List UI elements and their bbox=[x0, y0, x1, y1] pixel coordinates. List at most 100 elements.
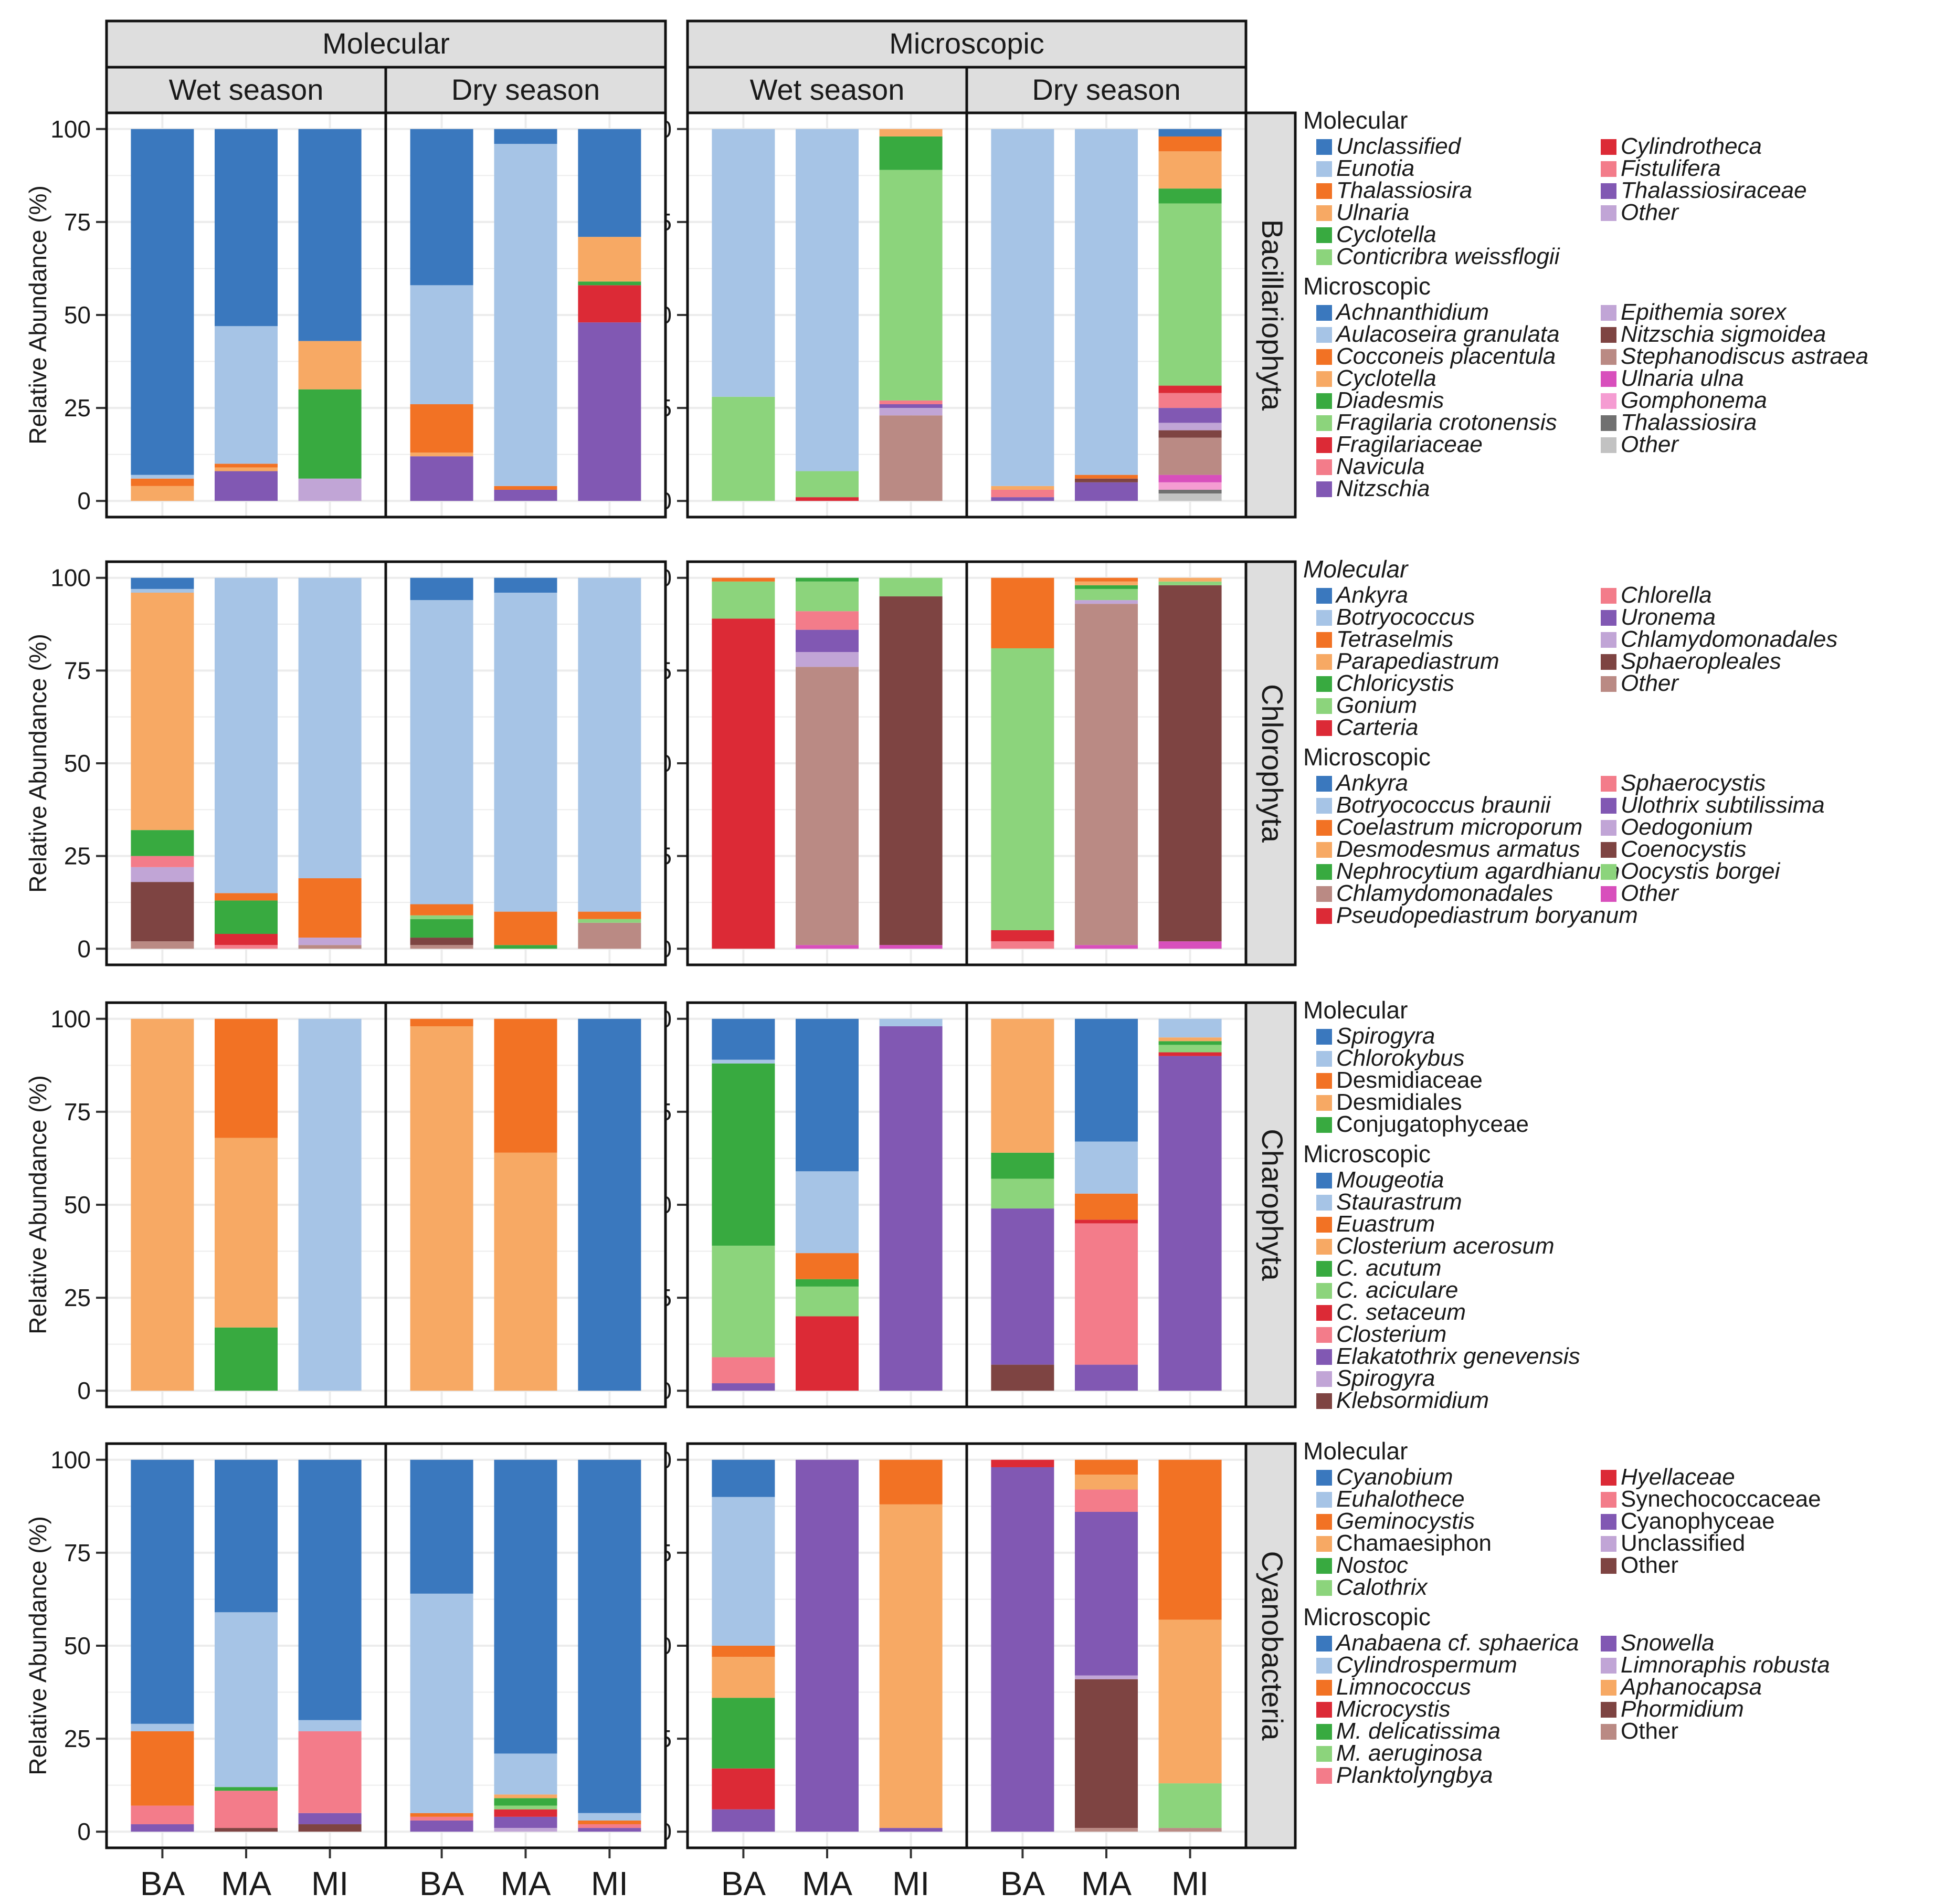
bar-ba bbox=[712, 1018, 775, 1391]
legend-swatch bbox=[1601, 183, 1616, 199]
legend-swatch bbox=[1601, 1680, 1616, 1696]
panel-bacillariophyta-molecular-wet bbox=[105, 111, 387, 519]
panel-chlorophyta-microscopic-dry bbox=[965, 560, 1248, 966]
bar-segment bbox=[1158, 1018, 1222, 1038]
bar-segment bbox=[410, 938, 473, 945]
legend-label: Euastrum bbox=[1336, 1211, 1435, 1237]
legend-item: Desmidiaceae bbox=[1316, 1067, 1483, 1093]
legend-item: Fragilaria crotonensis bbox=[1316, 409, 1557, 435]
legend-label: Desmidiaceae bbox=[1336, 1067, 1483, 1093]
legend-label: Oocystis borgei bbox=[1621, 858, 1780, 884]
x-tick-label: MI bbox=[591, 1865, 628, 1902]
bar-segment bbox=[991, 648, 1054, 930]
y-tick-label: 100 bbox=[50, 115, 91, 143]
bar-segment bbox=[410, 1459, 473, 1594]
x-tick-label: BA bbox=[419, 1865, 464, 1902]
legend-label: Chlorella bbox=[1621, 582, 1712, 608]
legend-item: Cylindrospermum bbox=[1316, 1652, 1517, 1678]
legend-label: Other bbox=[1621, 1718, 1678, 1744]
bar-segment bbox=[298, 1720, 362, 1731]
bar-segment bbox=[991, 1018, 1054, 1153]
bar-segment bbox=[796, 1018, 859, 1172]
bar-segment bbox=[1158, 1783, 1222, 1828]
bar-segment bbox=[1158, 203, 1222, 386]
legend-label: C. setaceum bbox=[1336, 1299, 1466, 1325]
method-strip-microscopic: Microscopic bbox=[686, 19, 1248, 69]
legend-label: Cocconeis placentula bbox=[1336, 343, 1556, 369]
legend-bacillariophyta: MolecularUnclassifiedEunotiaThalassiosir… bbox=[1303, 107, 1868, 501]
bar-ma bbox=[215, 129, 278, 501]
legend-swatch bbox=[1601, 1724, 1616, 1740]
bar-ba bbox=[131, 129, 194, 501]
bar-segment bbox=[578, 1813, 641, 1821]
season-strip-dry: Dry season bbox=[384, 66, 667, 114]
bar-segment bbox=[215, 893, 278, 901]
legend-swatch bbox=[1316, 1261, 1332, 1277]
legend-swatch bbox=[1316, 393, 1332, 409]
bar-segment bbox=[578, 1820, 641, 1825]
bar-segment bbox=[215, 1459, 278, 1613]
legend-item: Nitzschia bbox=[1316, 476, 1430, 501]
y-tick-label: 75 bbox=[64, 208, 91, 236]
legend-label: Synechococcaceae bbox=[1621, 1486, 1821, 1512]
bar-ma bbox=[494, 1459, 557, 1832]
bar-segment bbox=[215, 1138, 278, 1328]
bar-segment bbox=[1158, 941, 1222, 949]
bar-segment bbox=[131, 1723, 194, 1731]
bar-segment bbox=[991, 1152, 1054, 1179]
bar-segment bbox=[578, 281, 641, 286]
legend-item: Unclassified bbox=[1316, 133, 1462, 159]
legend-swatch bbox=[1601, 1492, 1616, 1508]
legend-label: Ankyra bbox=[1335, 770, 1408, 796]
x-tick-label: MA bbox=[802, 1865, 852, 1902]
legend-label: Eunotia bbox=[1336, 155, 1414, 181]
season-strip-wet: Wet season bbox=[105, 66, 387, 114]
bar-segment bbox=[796, 1171, 859, 1254]
bar-segment bbox=[1158, 393, 1222, 408]
bar-segment bbox=[796, 1279, 859, 1287]
bar-segment bbox=[494, 1798, 557, 1806]
x-tick-label: MA bbox=[221, 1865, 271, 1902]
legend-swatch bbox=[1601, 139, 1616, 155]
bar-segment bbox=[494, 911, 557, 945]
legend-label: Chloricystis bbox=[1336, 670, 1454, 696]
bar-segment bbox=[991, 1364, 1054, 1391]
legend-swatch bbox=[1316, 842, 1332, 858]
legend-label: Epithemia sorex bbox=[1621, 299, 1787, 325]
legend-swatch bbox=[1316, 1492, 1332, 1508]
legend-swatch bbox=[1601, 1536, 1616, 1552]
bar-segment bbox=[796, 497, 859, 501]
legend-swatch bbox=[1316, 1580, 1332, 1596]
bar-segment bbox=[1075, 604, 1138, 945]
legend-label: Other bbox=[1621, 670, 1679, 696]
legend-label: Geminocystis bbox=[1336, 1508, 1475, 1534]
legend-item: Closterium acerosum bbox=[1316, 1233, 1555, 1259]
legend-item: Other bbox=[1601, 199, 1679, 225]
panel-charophyta-molecular-wet bbox=[105, 1001, 387, 1408]
legend-label: Botryococcus bbox=[1336, 604, 1475, 630]
bar-segment bbox=[410, 453, 473, 457]
bar-segment bbox=[215, 464, 278, 468]
bar-segment bbox=[494, 489, 557, 501]
bar-ba bbox=[991, 129, 1054, 501]
y-tick-label: 25 bbox=[64, 843, 91, 870]
y-tick-label: 75 bbox=[64, 1539, 91, 1566]
bar-segment bbox=[1158, 585, 1222, 942]
legend-label: Chlamydomonadales bbox=[1621, 626, 1837, 652]
legend-swatch bbox=[1601, 798, 1616, 814]
bar-segment bbox=[410, 1018, 473, 1026]
bar-segment bbox=[410, 1816, 473, 1821]
x-tick-label: MI bbox=[1171, 1865, 1209, 1902]
legend-swatch bbox=[1601, 886, 1616, 902]
legend-item: Conticribra weissflogii bbox=[1316, 244, 1560, 269]
legend-item: Stephanodiscus astraea bbox=[1601, 343, 1868, 369]
group-row-bacillariophyta: Relative Abundance (%)025507510002550751… bbox=[24, 107, 1868, 519]
group-strip-chlorophyta: Chlorophyta bbox=[1244, 560, 1297, 966]
bar-segment bbox=[1075, 588, 1138, 601]
season-strip-dry: Dry season bbox=[965, 66, 1248, 114]
bar-segment bbox=[879, 404, 943, 408]
legend-item: Botryococcus bbox=[1316, 604, 1475, 630]
panel-cyanobacteria-molecular-wet bbox=[105, 1442, 387, 1849]
bar-segment bbox=[131, 882, 194, 942]
bar-segment bbox=[1075, 482, 1138, 501]
